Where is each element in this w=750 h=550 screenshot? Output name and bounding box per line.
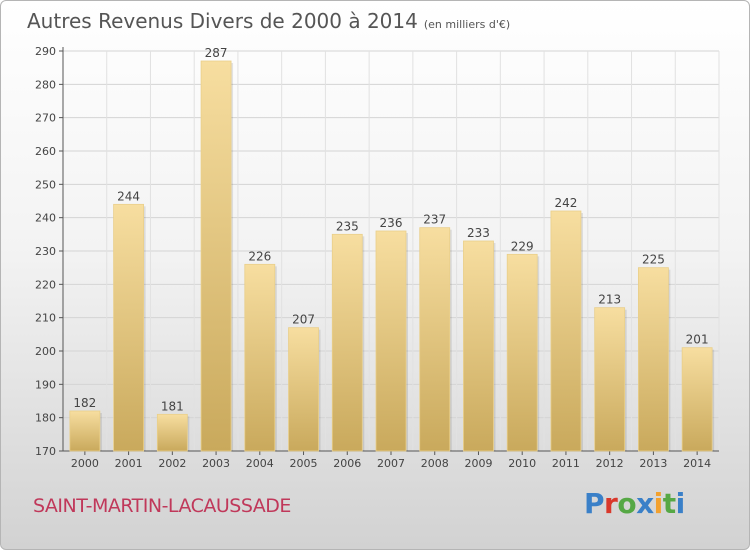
bar: [594, 307, 626, 452]
bar-value-label: 233: [467, 226, 490, 240]
y-tick-label: 180: [35, 412, 56, 425]
chart-title-block: Autres Revenus Divers de 2000 à 2014 (en …: [27, 9, 510, 33]
bar-value-label: 207: [292, 313, 315, 327]
proxiti-logo: Proxiti: [584, 487, 685, 520]
x-tick-label: 2001: [115, 457, 143, 470]
bar: [419, 227, 451, 452]
bar-value-label: 201: [686, 333, 709, 347]
x-tick-label: 2010: [508, 457, 536, 470]
logo-letter: P: [584, 487, 605, 520]
x-tick-label: 2013: [639, 457, 667, 470]
y-tick-label: 190: [35, 378, 56, 391]
bar: [244, 263, 276, 452]
bar: [331, 233, 363, 452]
y-tick-label: 250: [35, 178, 56, 191]
y-tick-label: 290: [35, 45, 56, 58]
bar-value-label: 235: [336, 219, 359, 233]
bar-value-label: 287: [205, 46, 228, 60]
logo-letter: i: [675, 487, 686, 520]
y-tick-label: 240: [35, 212, 56, 225]
bar: [463, 240, 494, 452]
x-tick-label: 2002: [158, 457, 186, 470]
bar: [638, 267, 669, 452]
x-tick-label: 2008: [421, 457, 449, 470]
y-tick-label: 270: [35, 112, 56, 125]
bar: [200, 60, 232, 452]
x-tick-label: 2009: [464, 457, 492, 470]
x-tick-label: 2007: [377, 457, 405, 470]
x-tick-label: 2011: [552, 457, 580, 470]
bars: [69, 60, 715, 452]
x-tick-label: 2014: [683, 457, 711, 470]
bar-value-label: 225: [642, 253, 665, 267]
y-tick-label: 200: [35, 345, 56, 358]
x-tick-label: 2004: [246, 457, 274, 470]
bar-value-label: 229: [511, 239, 534, 253]
chart-title: Autres Revenus Divers de 2000 à 2014: [27, 9, 418, 33]
y-tick-label: 230: [35, 245, 56, 258]
bar-value-label: 236: [380, 216, 403, 230]
bar-value-label: 213: [598, 293, 621, 307]
logo-letter: r: [604, 487, 618, 520]
y-tick-label: 170: [35, 445, 56, 458]
x-tick-label: 2000: [71, 457, 99, 470]
bar: [681, 347, 713, 452]
logo-letter: t: [662, 487, 676, 520]
data-labels: 182 244 181 287 226 207 235 236 237 233 229 242 213 2…: [73, 46, 708, 413]
place-name: SAINT-MARTIN-LACAUSSADE: [33, 495, 291, 517]
bar: [156, 413, 188, 452]
bar-value-label: 182: [73, 396, 96, 410]
bar: [550, 210, 582, 452]
logo-letter: x: [636, 487, 654, 520]
bar: [375, 230, 407, 452]
bar-value-label: 242: [554, 196, 577, 210]
x-tick-label: 2005: [290, 457, 318, 470]
bar-value-label: 181: [161, 399, 184, 413]
y-tick-label: 260: [35, 145, 56, 158]
y-tick-label: 220: [35, 278, 56, 291]
bar: [69, 410, 101, 452]
bar: [113, 203, 144, 452]
logo-letter: i: [653, 487, 664, 520]
y-tick-label: 210: [35, 312, 56, 325]
bar-value-label: 226: [248, 249, 271, 263]
logo-letter: o: [617, 487, 637, 520]
x-tick-label: 2006: [333, 457, 361, 470]
chart-unit: (en milliers d'€): [423, 18, 511, 31]
bar-value-label: 244: [117, 189, 140, 203]
y-tick-label: 280: [35, 78, 56, 91]
bar-value-label: 237: [423, 213, 446, 227]
bar: [288, 327, 319, 452]
x-tick-label: 2003: [202, 457, 230, 470]
bar: [506, 253, 538, 452]
x-tick-label: 2012: [596, 457, 624, 470]
